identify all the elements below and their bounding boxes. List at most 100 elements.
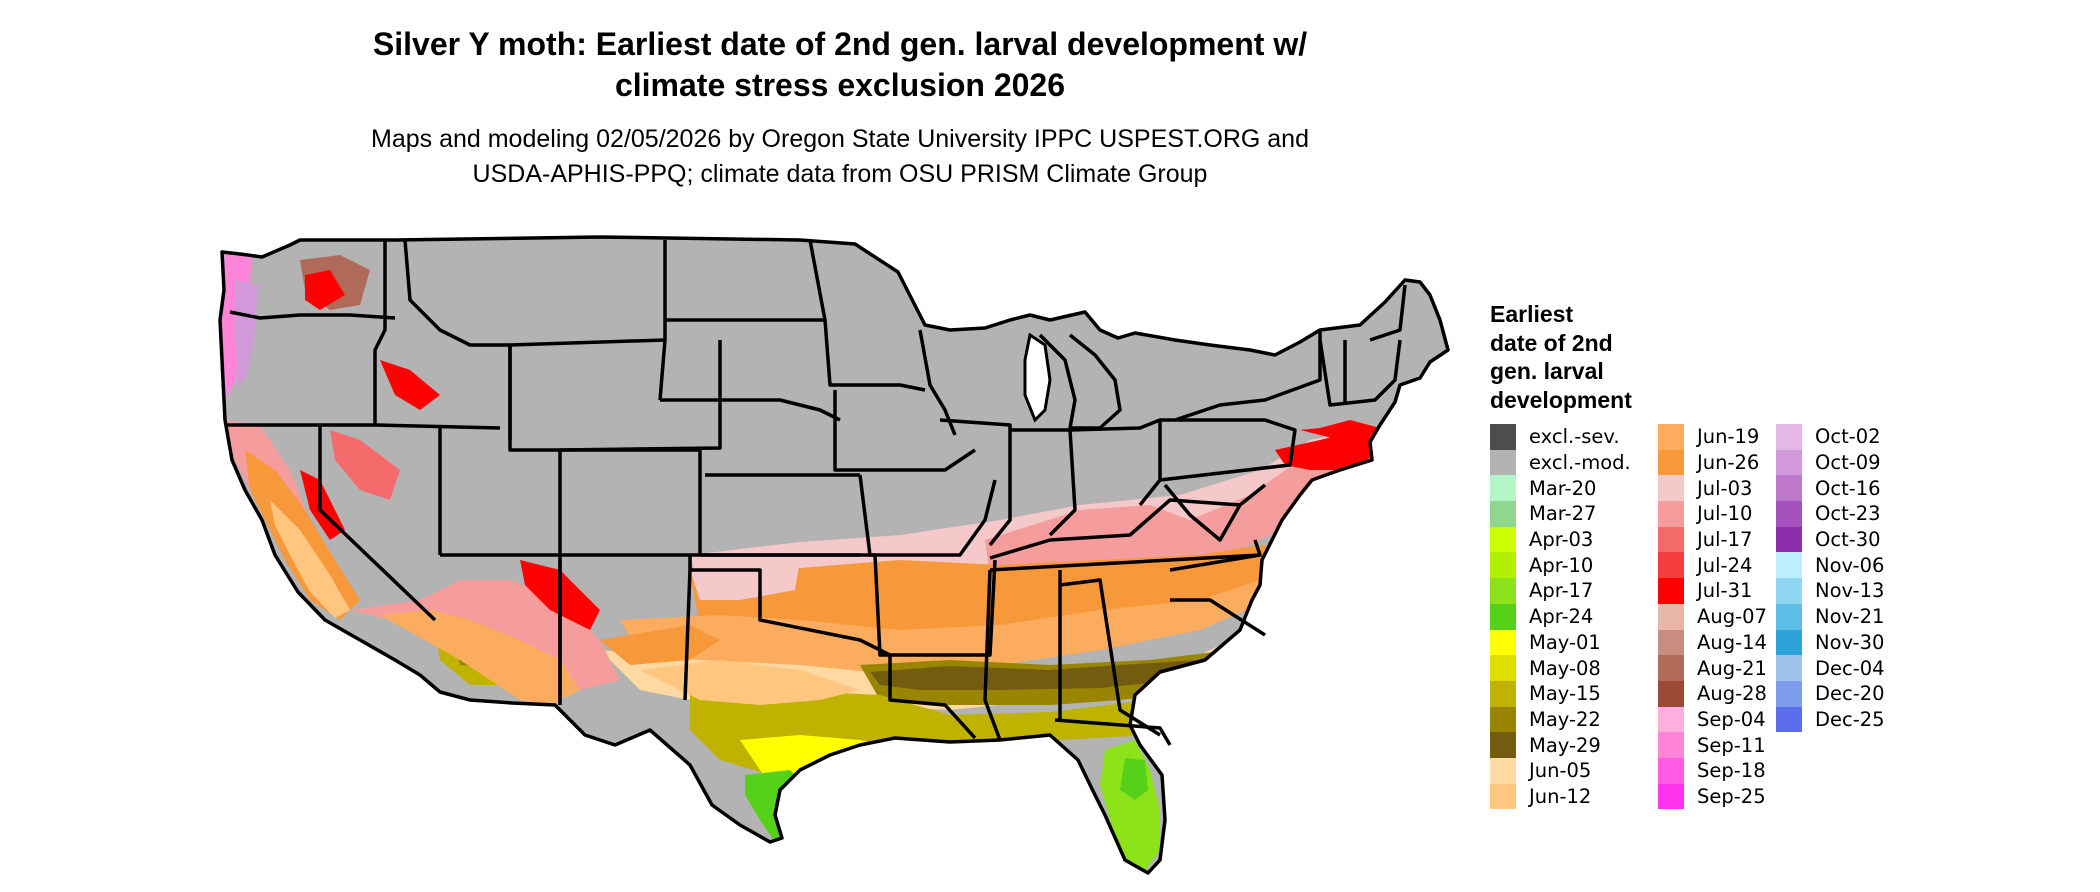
legend-label: Oct-30 [1815, 528, 1881, 552]
legend-swatch [1776, 424, 1802, 450]
legend-label: Oct-09 [1815, 451, 1881, 475]
legend-label: Dec-04 [1815, 656, 1885, 680]
utah-colorado-border [560, 448, 702, 555]
legend-label: Dec-25 [1815, 707, 1885, 731]
legend-column-1: excl.-sev. excl.-mod. Mar-20 Mar-27 Apr-03 Ap… [1490, 424, 1631, 810]
legend-label: Apr-24 [1529, 605, 1594, 629]
legend-swatch [1776, 578, 1802, 604]
legend-swatch [1490, 655, 1516, 681]
legend-item: Sep-25 [1658, 783, 1767, 810]
legend-item: May-01 [1490, 629, 1631, 656]
legend-item: Oct-02 [1776, 424, 1885, 450]
legend-item: excl.-sev. [1490, 424, 1631, 450]
legend-title-line: development [1490, 386, 1632, 413]
legend-item: Jun-26 [1658, 449, 1767, 476]
legend-item: Aug-07 [1658, 603, 1767, 630]
legend-swatch [1490, 680, 1516, 707]
wv-va-border [1163, 483, 1267, 542]
legend-label: Apr-17 [1529, 579, 1594, 603]
legend-label: Dec-20 [1815, 682, 1885, 706]
band-jun-12-texas [640, 660, 860, 705]
legend-swatch [1776, 449, 1802, 476]
ok-tx-border [690, 568, 891, 657]
mississippi-border [983, 569, 1002, 741]
legend-item: Nov-13 [1776, 578, 1885, 604]
title-line-2: climate stress exclusion 2026 [614, 67, 1066, 103]
legend-label: Jul-24 [1697, 553, 1753, 577]
ga-fl-border [1054, 718, 1172, 746]
montana-south-border [509, 338, 666, 347]
legend-item: Dec-20 [1776, 680, 1885, 707]
wisconsin-border [918, 329, 957, 436]
legend-swatch [1490, 424, 1516, 450]
kentucky-border [989, 498, 1241, 560]
legend-label: Nov-06 [1815, 553, 1885, 577]
band-jul-31-oregon [380, 360, 440, 410]
legend-label: excl.-sev. [1529, 425, 1620, 449]
legend-swatch [1658, 732, 1684, 758]
legend-item: Aug-28 [1658, 680, 1767, 707]
legend-swatch [1776, 603, 1802, 630]
legend-item: Nov-21 [1776, 603, 1885, 630]
subtitle-line-2: USDA-APHIS-PPQ; climate data from OSU PR… [472, 160, 1208, 188]
legend-item: Sep-11 [1658, 732, 1767, 758]
legend-swatch [1658, 629, 1684, 656]
legend-label: May-22 [1529, 707, 1601, 731]
legend-item: Sep-18 [1658, 757, 1767, 784]
legend-label: Jun-05 [1529, 759, 1592, 783]
legend-swatch [1658, 475, 1684, 502]
legend-swatch [1658, 424, 1684, 450]
lake-michigan [1023, 332, 1052, 423]
legend-label: Aug-28 [1697, 682, 1767, 706]
legend-label: excl.-mod. [1529, 451, 1631, 475]
legend-swatch [1658, 449, 1684, 476]
legend-item: Oct-30 [1776, 526, 1885, 553]
indiana-border [1010, 428, 1077, 537]
legend-item: excl.-mod. [1490, 449, 1631, 476]
legend-swatch [1658, 706, 1684, 733]
legend-label: Aug-21 [1697, 656, 1767, 680]
band-jul-31-cascades [305, 270, 345, 310]
legend-swatch [1658, 501, 1684, 527]
legend-item: Jul-03 [1658, 475, 1767, 502]
va-nc-border [1169, 553, 1261, 572]
legend-label: May-08 [1529, 656, 1601, 680]
legend-label: Jul-03 [1697, 476, 1753, 500]
legend-column-2: Jun-19 Jun-26 Jul-03 Jul-10 Jul-17 Jul-24 Jul-… [1658, 424, 1767, 810]
dakota-border-vertical [658, 240, 667, 401]
legend-swatch [1490, 552, 1516, 579]
legend-item: Apr-10 [1490, 552, 1631, 579]
title-line-1: Silver Y moth: Earliest date of 2nd gen.… [372, 26, 1308, 62]
legend-swatch [1490, 706, 1516, 733]
map-legend: Earliest date of 2nd gen. larval develop… [1490, 300, 2090, 820]
legend-label: Jun-26 [1697, 451, 1760, 475]
michigan-outline [1038, 333, 1122, 430]
legend-title-line: gen. larval [1490, 358, 1604, 384]
al-ga-border [1059, 578, 1161, 737]
legend-item: Nov-30 [1776, 629, 1885, 656]
legend-swatch [1658, 603, 1684, 630]
legend-item: Oct-16 [1776, 475, 1885, 502]
minnesota-border [808, 239, 926, 392]
us-outline [218, 235, 1450, 875]
new-england-border [1318, 339, 1402, 407]
legend-title-line: date of 2nd [1490, 329, 1613, 356]
band-apr-24-fl [1120, 758, 1148, 800]
legend-item: Dec-04 [1776, 655, 1885, 681]
legend-item: Sep-04 [1658, 706, 1767, 733]
legend-label: Apr-10 [1529, 553, 1594, 577]
band-may-29 [870, 645, 1235, 690]
pennsylvania-border [1159, 418, 1297, 482]
arkansas-border [873, 554, 997, 657]
legend-label: May-15 [1529, 682, 1601, 706]
legend-item: May-15 [1490, 680, 1631, 707]
legend-label: Jul-10 [1697, 502, 1753, 526]
missouri-border [858, 474, 997, 557]
legend-swatch [1776, 475, 1802, 502]
legend-label: Nov-21 [1815, 605, 1885, 629]
legend-item: Nov-06 [1776, 552, 1885, 579]
band-jul-31-ny [1300, 420, 1380, 445]
maine-border [1369, 284, 1407, 342]
legend-swatch [1658, 655, 1684, 681]
band-jun-26-texas-west [600, 625, 720, 665]
